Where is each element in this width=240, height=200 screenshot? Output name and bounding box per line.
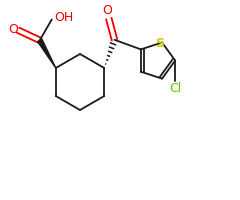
Text: O: O bbox=[102, 4, 112, 17]
Polygon shape bbox=[38, 39, 56, 68]
Text: OH: OH bbox=[54, 11, 73, 24]
Text: O: O bbox=[8, 23, 18, 36]
Text: S: S bbox=[156, 37, 165, 50]
Text: Cl: Cl bbox=[169, 82, 181, 95]
